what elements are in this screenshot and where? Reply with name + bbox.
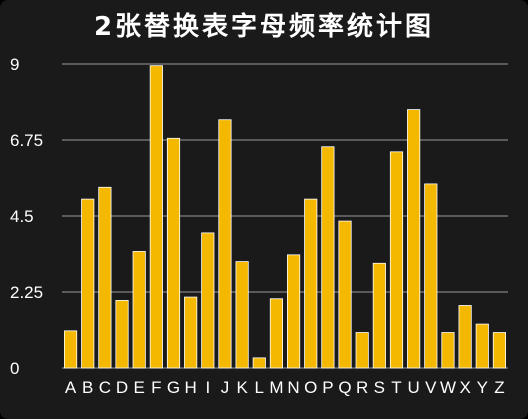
x-tick-label: C	[99, 378, 111, 397]
x-tick-label: M	[269, 378, 283, 397]
x-tick-label: H	[185, 378, 197, 397]
bar-G	[166, 137, 181, 369]
bar-S	[372, 262, 386, 369]
bar-L	[252, 357, 266, 369]
x-tick-label: T	[391, 378, 401, 397]
x-tick-label: V	[425, 378, 437, 397]
x-tick-label: Y	[477, 378, 488, 397]
x-tick-label: B	[82, 378, 93, 397]
bar-T	[389, 151, 404, 369]
x-tick-label: N	[287, 378, 299, 397]
bar-X	[458, 305, 472, 369]
bar-K	[235, 261, 249, 369]
y-tick-label: 2.25	[10, 283, 43, 302]
bar-Y	[475, 323, 489, 369]
bar-I	[201, 232, 215, 369]
bar-V	[424, 183, 438, 369]
x-tick-label: I	[205, 378, 210, 397]
x-tick-label: E	[134, 378, 145, 397]
bar-U	[407, 109, 421, 369]
y-tick-label: 6.75	[10, 131, 43, 150]
bar-R	[355, 332, 369, 369]
x-tick-label: F	[151, 378, 161, 397]
bar-F	[149, 65, 163, 369]
bar-J	[218, 119, 232, 369]
y-tick-label: 9	[10, 55, 19, 74]
bar-E	[132, 251, 146, 369]
x-tick-label: J	[221, 378, 230, 397]
bar-P	[321, 146, 335, 369]
x-tick-label: S	[374, 378, 385, 397]
bar-W	[441, 332, 455, 369]
x-tick-label: G	[167, 378, 180, 397]
y-tick-label: 0	[10, 359, 19, 378]
chart-title: 2张替换表字母频率统计图	[93, 12, 435, 42]
bar-M	[269, 298, 283, 369]
x-tick-label: W	[440, 378, 456, 397]
bar-B	[81, 198, 95, 369]
bar-H	[184, 296, 198, 369]
bar-C	[98, 186, 112, 369]
bar-O	[304, 198, 318, 369]
y-tick-label: 4.5	[10, 207, 34, 226]
x-tick-label: Q	[338, 378, 351, 397]
x-tick-label: U	[408, 378, 420, 397]
bar-D	[115, 300, 129, 369]
x-tick-label: D	[116, 378, 128, 397]
x-tick-label: X	[459, 378, 470, 397]
bar-N	[287, 254, 301, 369]
x-tick-label: A	[65, 378, 77, 397]
bar-A	[64, 330, 78, 369]
x-tick-label: L	[255, 378, 264, 397]
x-tick-label: O	[304, 378, 317, 397]
x-tick-label: P	[322, 378, 333, 397]
x-tick-label: Z	[494, 378, 504, 397]
x-tick-label: R	[356, 378, 368, 397]
x-tick-label: K	[236, 378, 248, 397]
bar-Z	[492, 332, 506, 369]
bar-Q	[338, 220, 352, 369]
